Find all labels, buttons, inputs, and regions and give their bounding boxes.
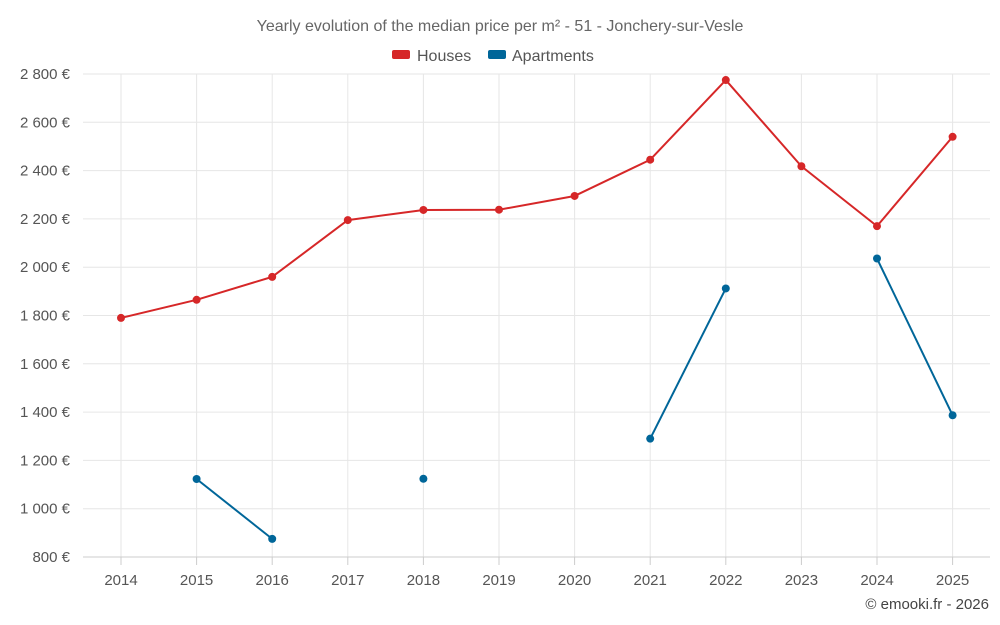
data-point-apartments[interactable] xyxy=(268,534,277,543)
y-tick-label: 1 000 € xyxy=(20,501,71,518)
legend-label-apartments: Apartments xyxy=(512,48,594,65)
x-tick-label: 2021 xyxy=(634,572,667,589)
x-tick-label: 2016 xyxy=(256,572,289,589)
legend: Houses Apartments xyxy=(392,48,594,65)
x-tick-label: 2017 xyxy=(331,572,364,589)
y-gridlines xyxy=(83,73,990,558)
series-houses xyxy=(117,76,957,322)
data-point-houses[interactable] xyxy=(495,205,503,214)
data-point-apartments[interactable] xyxy=(948,411,957,420)
x-tick-label: 2019 xyxy=(482,572,515,589)
x-tick-label: 2024 xyxy=(860,572,893,589)
y-tick-label: 2 800 € xyxy=(20,66,71,83)
x-tick-label: 2018 xyxy=(407,572,440,589)
legend-swatch-apartments xyxy=(488,50,506,59)
x-tick-label: 2023 xyxy=(785,572,818,589)
y-tick-label: 2 000 € xyxy=(20,259,71,276)
data-point-houses[interactable] xyxy=(873,222,881,231)
y-tick-label: 2 400 € xyxy=(20,163,71,180)
data-point-houses[interactable] xyxy=(721,76,730,85)
series-layer xyxy=(117,76,957,543)
legend-label-houses: Houses xyxy=(417,48,471,65)
y-tick-label: 2 600 € xyxy=(20,114,71,131)
series-line-apartments xyxy=(876,258,954,416)
x-axis-ticks: 2014 2015 2016 2017 2018 2019 2020 2021 2022 2023… xyxy=(104,557,969,589)
series-line-apartments xyxy=(649,288,727,440)
x-tick-label: 2014 xyxy=(104,572,137,589)
data-point-apartments[interactable] xyxy=(192,474,201,483)
y-tick-label: 800 € xyxy=(32,549,70,566)
y-tick-label: 1 400 € xyxy=(20,404,71,421)
data-point-houses[interactable] xyxy=(948,132,957,141)
chart-title: Yearly evolution of the median price per… xyxy=(257,18,744,35)
legend-swatch-houses xyxy=(392,50,410,59)
data-point-houses[interactable] xyxy=(797,162,806,171)
x-tick-label: 2025 xyxy=(936,572,969,589)
series-line-apartments xyxy=(195,478,273,540)
y-tick-label: 1 800 € xyxy=(20,308,71,325)
series-apartments xyxy=(192,254,957,543)
x-tick-label: 2015 xyxy=(180,572,213,589)
data-point-houses[interactable] xyxy=(117,313,125,322)
data-point-apartments[interactable] xyxy=(721,284,730,293)
data-point-apartments[interactable] xyxy=(646,434,655,443)
y-axis-ticks: 800 € 1 000 € 1 200 € 1 400 € 1 600 € 1 800 €… xyxy=(20,66,71,566)
y-tick-label: 2 200 € xyxy=(20,211,71,228)
legend-item-houses[interactable]: Houses xyxy=(392,48,471,65)
data-point-apartments[interactable] xyxy=(419,474,428,483)
data-point-houses[interactable] xyxy=(343,216,352,225)
data-point-houses[interactable] xyxy=(419,205,428,214)
data-point-houses[interactable] xyxy=(192,295,201,304)
x-tick-label: 2020 xyxy=(558,572,591,589)
y-tick-label: 1 600 € xyxy=(20,356,71,373)
data-point-houses[interactable] xyxy=(646,155,655,164)
data-point-houses[interactable] xyxy=(570,191,579,200)
x-tick-label: 2022 xyxy=(709,572,742,589)
y-tick-label: 1 200 € xyxy=(20,452,71,469)
data-point-apartments[interactable] xyxy=(873,254,881,263)
credit-text: © emooki.fr - 2026 xyxy=(865,596,989,613)
data-point-houses[interactable] xyxy=(268,272,277,281)
legend-item-apartments[interactable]: Apartments xyxy=(488,48,594,65)
series-line-houses xyxy=(120,79,954,319)
